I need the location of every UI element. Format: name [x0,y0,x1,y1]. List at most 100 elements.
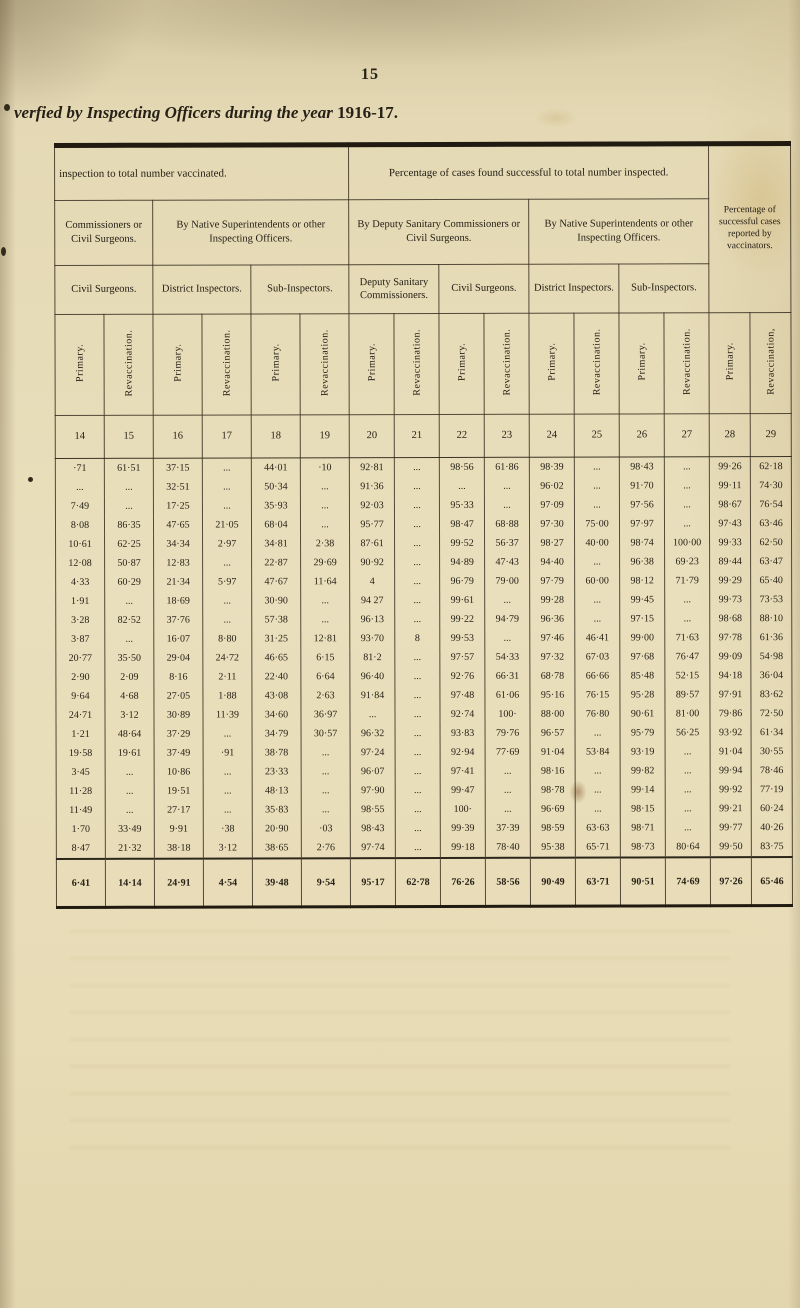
table-cell: 96·02 [529,476,575,496]
table-row: 2·90 2·09 8·16 2·11 22·40 6·64 96·40... 92·76 66… [55,666,793,687]
table-cell: 9·64 [55,686,105,706]
table-cell: 27·17 [154,800,204,820]
table-cell: ... [574,495,620,515]
ink-speck [1,247,6,256]
table-cell: ... [664,609,710,629]
column-kind-label: Primary. [54,314,105,416]
column-number: 26 [619,413,665,457]
table-cell: 81·2 [349,648,395,668]
table-cell: 16·07 [153,629,203,649]
table-cell: ... [105,781,155,801]
table-cell: 73·53 [750,590,792,610]
column-kind-label-text: Primary. [724,342,736,381]
table-cell: 94 27 [349,591,395,611]
table-cell: ... [104,477,154,497]
table-cell: ... [664,476,710,496]
table-cell: 2·09 [104,667,154,687]
table-cell: 74·30 [750,476,792,496]
ink-speck [28,477,33,482]
page-title: verfied by Inspecting Officers during th… [14,103,398,123]
column-number: 29 [750,413,792,457]
page-title-year: 1916-17. [337,103,399,122]
table-cell: 96·79 [439,571,485,591]
table-cell: ... [664,590,710,610]
table-cell: ... [574,609,620,629]
table-cell: ... [394,685,441,706]
table-cell: 18·69 [153,591,203,611]
table-cell: ... [395,780,441,801]
table-cell: 2·63 [300,686,351,706]
table-cell: ... [301,743,351,763]
table-cell: ... [300,610,350,630]
column-number: 22 [439,414,485,458]
table-cell: 2·11 [202,667,252,687]
column-kind-label: Primary. [439,313,485,415]
table-cell: ... [664,495,710,515]
table-cell: ... [574,590,620,610]
column-number: 24 [529,414,575,458]
table-cell: ... [575,761,621,781]
table-cell: ... [574,552,620,572]
section-header-percentage-successful: Percentage of cases found successful to … [348,143,709,200]
table-cell: 76·15 [574,685,621,705]
table-cell: 99·00 [619,628,665,648]
table-cell: 99·77 [710,818,752,838]
table-row: 9·64 4·68 27·05 1·88 43·08 2·63 91·84... 97·48 6… [55,685,793,706]
table-cell: 95·38 [530,837,576,858]
column-kind-label-text: Revaccination. [220,329,233,397]
subgroup-civil-surgeons-2: Civil Surgeons. [438,264,530,314]
table-cell: 98·73 [620,837,666,858]
table-cell: ... [665,742,711,762]
column-kind-label: Revaccination, [750,312,792,414]
table-cell: 21·32 [105,838,155,859]
table-cell: ... [202,457,252,478]
table-cell: 89·57 [664,685,711,705]
table-cell: 63·46 [750,514,792,534]
table-cell: ... [484,628,530,648]
table-cell: 99·18 [440,837,486,858]
table-cell: 99·09 [709,647,751,667]
table-cell: ·10 [300,457,350,478]
table-cell: 24·91 [154,858,204,908]
table-cell: 97·56 [619,495,665,515]
table-cell: 91·04 [710,742,752,762]
table-cell: ... [300,496,350,516]
table-cell: ... [484,476,530,496]
table-cell: 92·81 [349,457,395,478]
table-cell: 24·71 [55,705,106,725]
table-cell: 85·48 [619,666,665,686]
table-cell: 12·08 [55,553,105,573]
table-cell: 83·75 [751,837,793,858]
table-cell: 30·89 [153,705,204,725]
table-cell: 96·36 [529,609,575,629]
table-cell: 92·03 [349,496,395,516]
table-cell: 79·00 [484,571,530,591]
table-cell: 3·87 [55,629,105,649]
table-cell: ... [395,837,441,859]
table-cell: 20·77 [55,648,105,668]
table-cell: 93·92 [710,723,752,743]
table-cell: 8·16 [153,667,203,687]
table-cell: ... [484,495,530,515]
column-kind-label-text: Revaccination. [122,329,135,397]
table-cell: 99·11 [709,476,751,496]
table-cell: 100· [440,799,486,819]
table-cell: 4 [349,572,395,592]
table-cell: 99·73 [709,590,751,610]
group-header-native-superintendents-1: By Native Superintendents or other Inspe… [152,199,349,266]
table-row: 20·77 35·50 29·04 24·72 46·65 6·15 81·2... 97·5… [55,647,792,668]
table-cell: ... [395,799,441,820]
table-cell: ... [55,477,105,497]
table-cell: ... [575,799,621,819]
table-cell: 19·51 [154,781,204,801]
table-cell: ... [350,705,396,725]
column-kind-label-text: Primary. [270,343,282,382]
table-cell: 99·92 [710,780,752,800]
table-cell: 79·76 [485,723,531,743]
table-cell: ... [105,762,155,782]
page-title-text: verfied by Inspecting Officers during th… [14,103,333,122]
table-cell: 90·49 [530,857,576,907]
table-cell: ... [301,800,351,820]
table-cell: 98·43 [619,456,665,477]
table-row: ...... 32·51... 50·34... 91·36......... 96·0… [55,476,792,497]
